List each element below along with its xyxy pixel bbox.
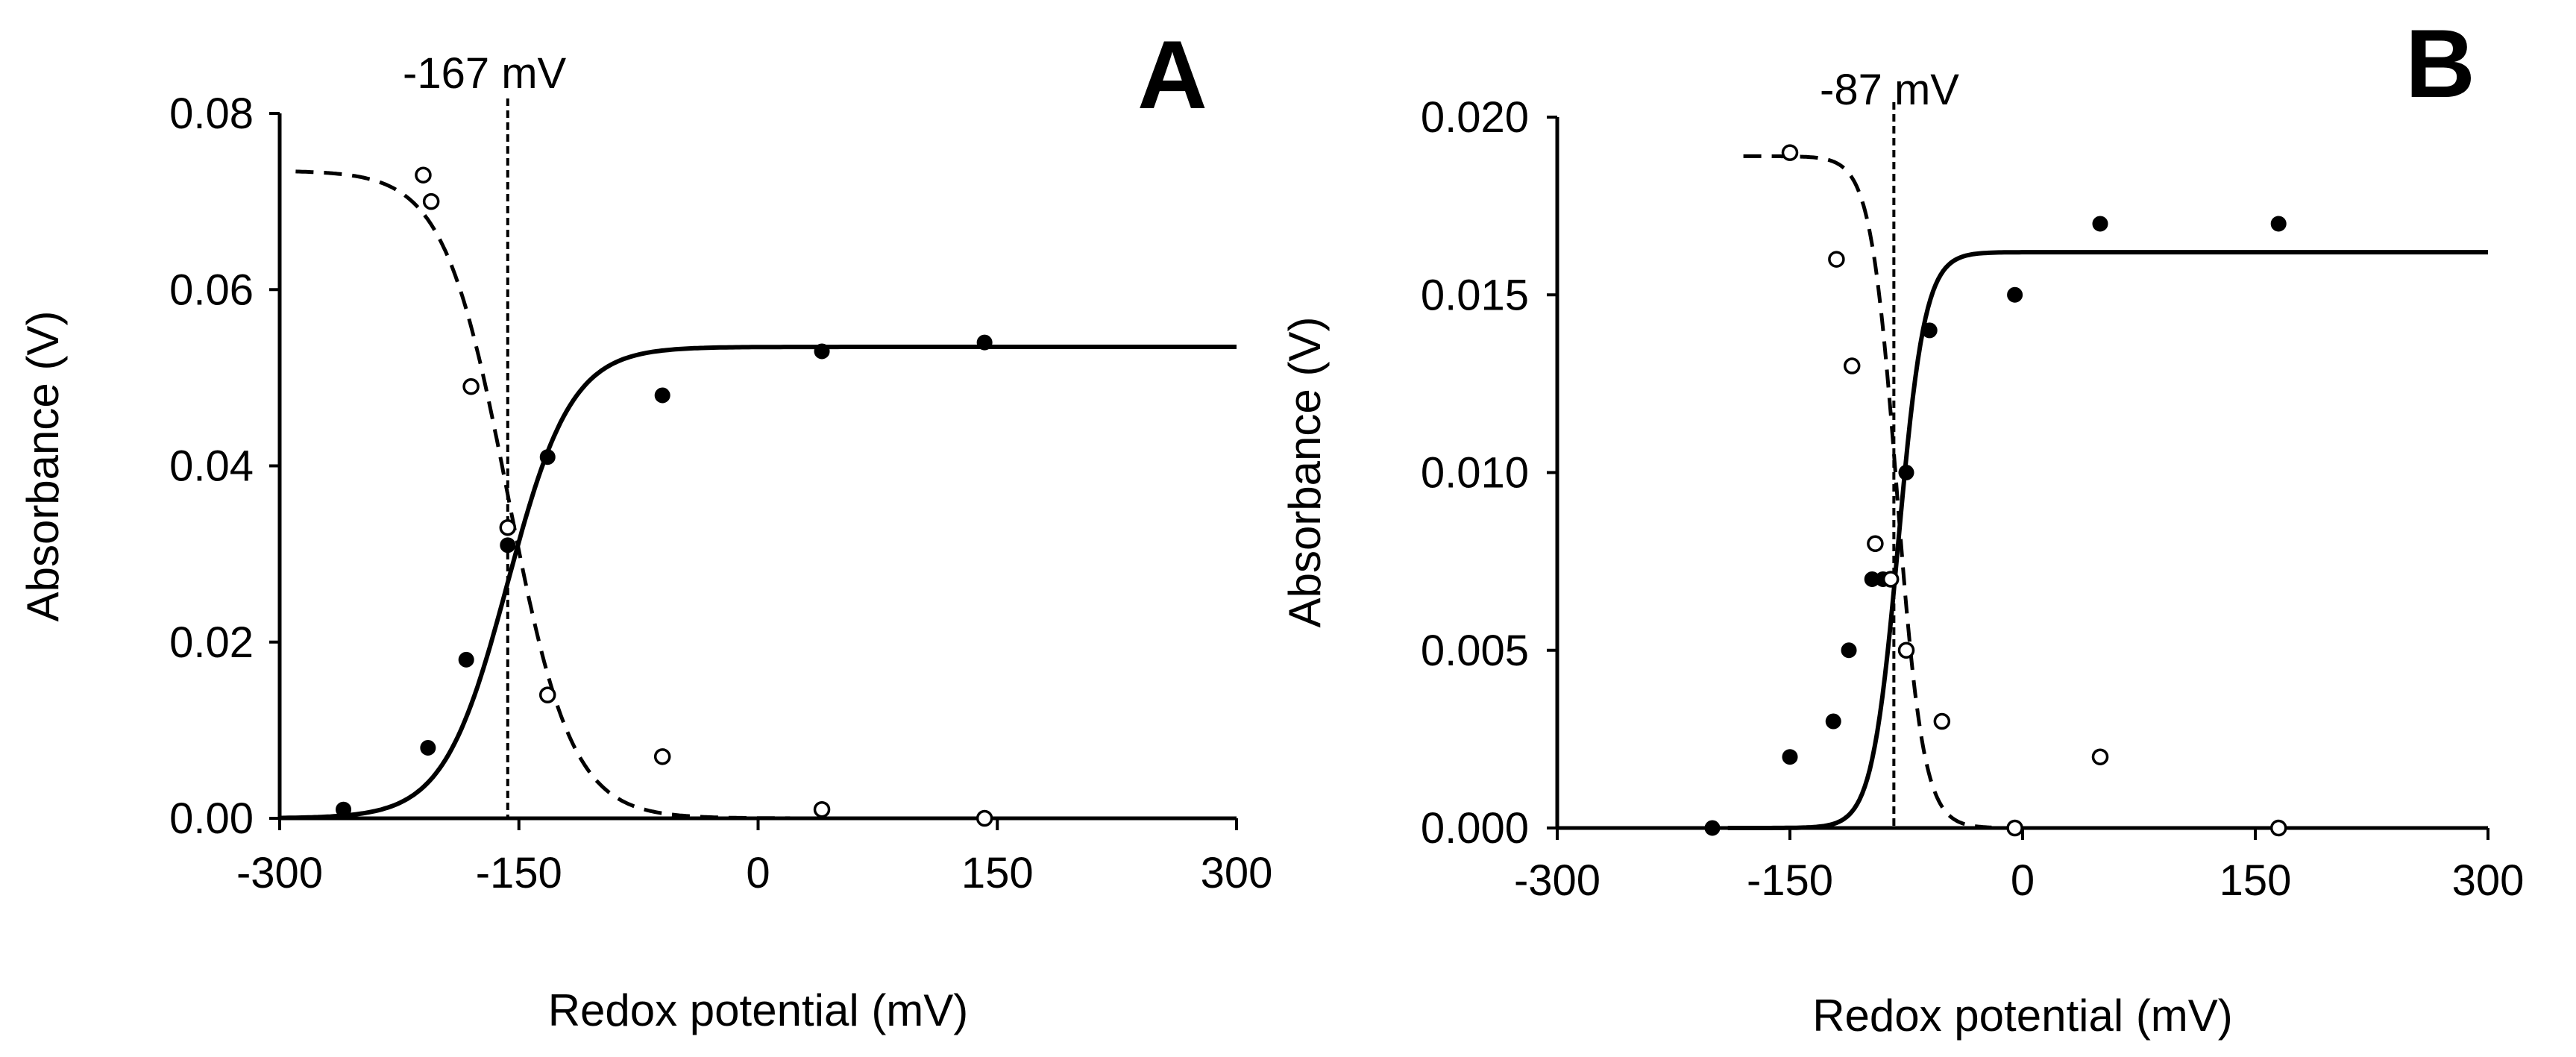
panel-b-filled-point [1841,642,1857,659]
panel-b-filled-point [1782,749,1798,765]
panel-b-filled-point [1825,713,1841,730]
panel-b-x-tick-label: 0 [2011,856,2035,905]
panel-b-y-tick-label: 0.000 [1421,804,1529,853]
panel-b-open-point [1933,712,1951,730]
panel-b-open-point [1882,571,1900,588]
panel-a-filled-point [976,334,993,351]
panel-b-filled-point [1921,322,1938,339]
panel-a-open-point [415,166,432,184]
panel-a-y-tick-label: 0.08 [169,90,254,138]
panel-b-y-tick-label: 0.010 [1421,449,1529,498]
panel-a-y-tick-label: 0.06 [169,266,254,314]
panel-b-x-tick-label: -150 [1747,856,1833,905]
panel-a-x-tick-label: 0 [746,849,770,897]
panel-a-x-axis-label: Redox potential (mV) [548,985,969,1035]
panel-b-y-tick-label: 0.015 [1421,271,1529,319]
panel-a-filled-point [500,537,516,553]
panel-b-y-axis-label: Absorbance (V) [1280,317,1330,628]
panel-a-x-tick-label: -150 [476,849,562,897]
panel-b-open-point [2091,748,2109,765]
panel-b-open-point [1828,251,1845,268]
panel-b-open-point [1843,357,1861,374]
panel-b-y-tick-label: 0.005 [1421,627,1529,675]
panel-b-x-tick-label: 300 [2452,856,2525,905]
panel-a-filled-point [420,740,436,756]
panel-a-open-point [653,748,671,765]
panel-a-midpoint-label: -167 mV [403,49,567,98]
panel-a-x-tick-label: -300 [236,849,323,897]
panel-a-fit-solid [280,345,1237,821]
panel-b-midpoint-label: -87 mV [1820,66,1959,114]
panel-b-open-point [1781,144,1799,161]
panel-a-filled-point [814,343,830,360]
panel-b-open-point [1897,642,1915,659]
panel-a-y-tick-label: 0.04 [169,442,254,491]
panel-a-open-point [499,518,517,536]
panel-a-filled-point [458,651,474,668]
panel-b-filled-point [2007,286,2023,303]
panel-a-open-point [976,809,993,827]
panel-a-open-point [422,192,440,210]
panel-a-open-point [462,377,480,395]
panel-b-x-tick-label: -300 [1514,856,1600,905]
panel-a-open-point [538,686,556,703]
panel-a-x-tick-label: 300 [1201,849,1273,897]
panel-b-x-axis-label: Redox potential (mV) [1812,991,2233,1041]
panel-a-y-tick-label: 0.02 [169,618,254,667]
panel-b: 0.000 0.005 0.010 0.015 0.020 -300 -150 0 150 300… [1280,9,2524,1041]
panel-a-filled-point [336,801,352,818]
panel-b-filled-point [1704,820,1721,836]
panel-a-fit-dashed [295,169,791,821]
panel-a-filled-point [654,387,670,404]
panel-b-filled-point [2270,216,2287,232]
panel-a: 0.00 0.02 0.04 0.06 0.08 -300 -150 0 150 300 Redox… [18,20,1272,1035]
panel-b-y-tick-label: 0.020 [1421,93,1529,142]
panel-b-open-point [2269,819,2287,837]
panel-b-fit-dashed [1743,154,1992,829]
panel-a-y-tick-label: 0.00 [169,794,254,843]
panel-b-open-point [1867,535,1884,553]
panel-a-x-tick-label: 150 [961,849,1034,897]
panel-b-fit-solid [1727,250,2488,830]
panel-b-filled-point [1898,465,1914,480]
panel-a-y-axis-label: Absorbance (V) [18,311,68,622]
panel-a-open-point [813,800,831,818]
panel-b-filled-point [2092,216,2108,232]
panel-a-filled-point [539,449,556,465]
panel-b-open-point [2006,819,2023,837]
panel-b-letter: B [2405,9,2475,118]
panel-b-x-tick-label: 150 [2220,856,2292,905]
panel-a-letter: A [1137,20,1207,129]
